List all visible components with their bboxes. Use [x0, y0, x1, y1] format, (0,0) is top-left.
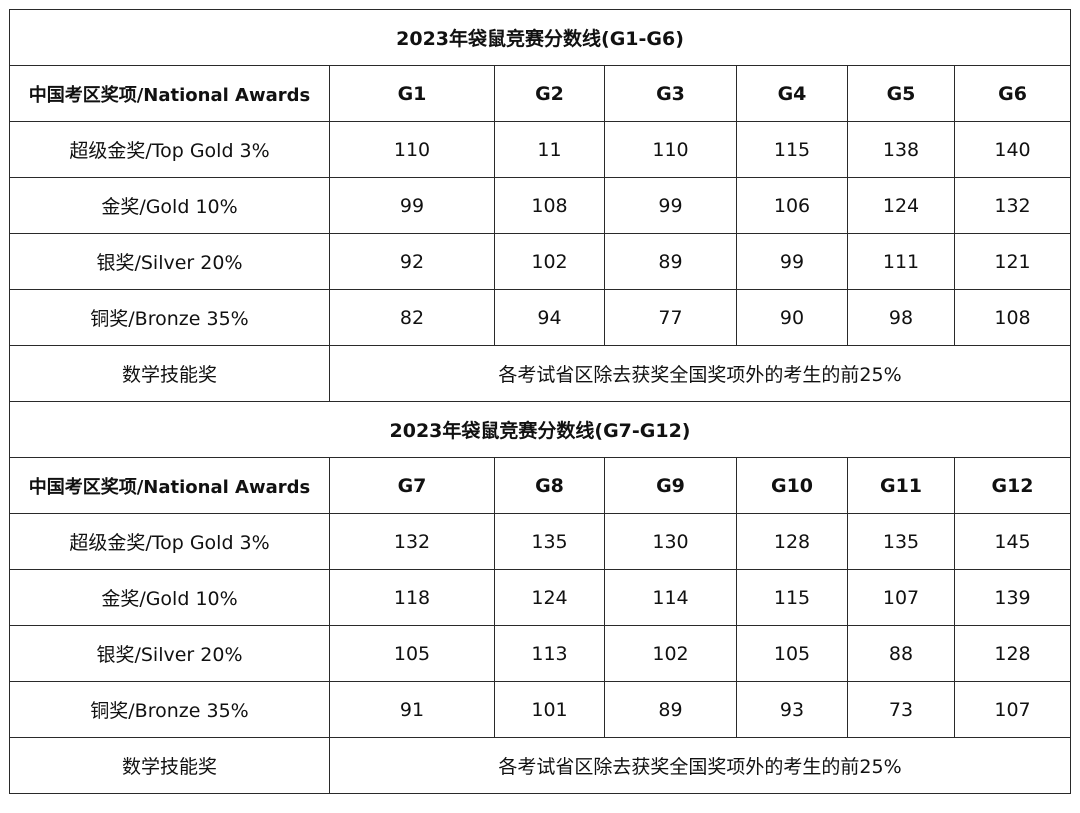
score-cell: 102 [494, 233, 605, 290]
score-cell: 108 [953, 289, 1072, 346]
score-cell: 93 [736, 681, 848, 738]
score-cell: 98 [847, 289, 955, 346]
score-cell: 114 [604, 569, 737, 626]
grade-header: G9 [604, 457, 737, 514]
award-name: 铜奖/Bronze 35% [9, 681, 330, 738]
table-row: 银奖/Silver 20% 92 102 89 99 111 121 [9, 233, 1072, 290]
score-cell: 118 [329, 569, 495, 626]
score-cell: 145 [953, 513, 1072, 570]
score-cell: 94 [494, 289, 605, 346]
table-row: 金奖/Gold 10% 99 108 99 106 124 132 [9, 177, 1072, 234]
award-name: 超级金奖/Top Gold 3% [9, 121, 330, 178]
table-row: 银奖/Silver 20% 105 113 102 105 88 128 [9, 625, 1072, 682]
skill-award-description: 各考试省区除去获奖全国奖项外的考生的前25% [328, 737, 1072, 794]
table-row: 超级金奖/Top Gold 3% 132 135 130 128 135 145 [9, 513, 1072, 570]
score-cell: 140 [953, 121, 1072, 178]
grade-header: G2 [494, 65, 605, 122]
score-cell: 124 [494, 569, 605, 626]
score-cell: 89 [604, 233, 737, 290]
table-row: 铜奖/Bronze 35% 82 94 77 90 98 108 [9, 289, 1072, 346]
skill-award-row: 数学技能奖 各考试省区除去获奖全国奖项外的考生的前25% [9, 345, 1072, 402]
table-row: 金奖/Gold 10% 118 124 114 115 107 139 [9, 569, 1072, 626]
score-cell: 91 [329, 681, 495, 738]
score-cell: 130 [604, 513, 737, 570]
score-cell: 132 [329, 513, 495, 570]
skill-award-label: 数学技能奖 [9, 737, 330, 794]
score-cell: 107 [953, 681, 1072, 738]
award-name: 银奖/Silver 20% [9, 233, 330, 290]
score-cell: 124 [847, 177, 955, 234]
header-award-label: 中国考区奖项/National Awards [9, 65, 330, 122]
grade-header: G1 [329, 65, 495, 122]
score-cell: 108 [494, 177, 605, 234]
score-cell: 110 [329, 121, 495, 178]
score-cell: 89 [604, 681, 737, 738]
score-cell: 105 [329, 625, 495, 682]
score-cell: 111 [847, 233, 955, 290]
score-cell: 73 [847, 681, 955, 738]
score-cell: 92 [329, 233, 495, 290]
grade-header: G3 [604, 65, 737, 122]
score-cell: 121 [953, 233, 1072, 290]
score-cell: 102 [604, 625, 737, 682]
skill-award-label: 数学技能奖 [9, 345, 330, 402]
score-cell: 88 [847, 625, 955, 682]
score-cell: 115 [736, 569, 848, 626]
score-cell: 132 [953, 177, 1072, 234]
section-title: 2023年袋鼠竞赛分数线(G1-G6) [8, 9, 1072, 66]
score-cell: 138 [847, 121, 955, 178]
score-cell: 139 [953, 569, 1072, 626]
score-cell: 135 [847, 513, 955, 570]
score-table: 2023年袋鼠竞赛分数线(G1-G6) 中国考区奖项/National Awar… [8, 9, 1072, 794]
score-cell: 90 [736, 289, 848, 346]
score-cell: 115 [736, 121, 848, 178]
award-name: 银奖/Silver 20% [9, 625, 330, 682]
score-cell: 99 [736, 233, 848, 290]
table-row: 铜奖/Bronze 35% 91 101 89 93 73 107 [9, 681, 1072, 738]
score-cell: 101 [494, 681, 605, 738]
award-name: 金奖/Gold 10% [9, 177, 330, 234]
skill-award-row: 数学技能奖 各考试省区除去获奖全国奖项外的考生的前25% [9, 737, 1072, 794]
grade-header: G5 [847, 65, 955, 122]
header-row: 中国考区奖项/National Awards G7 G8 G9 G10 G11 … [9, 457, 1072, 514]
award-name: 金奖/Gold 10% [9, 569, 330, 626]
section-title-row: 2023年袋鼠竞赛分数线(G1-G6) [8, 9, 1072, 66]
header-award-label: 中国考区奖项/National Awards [9, 457, 330, 514]
score-cell: 99 [329, 177, 495, 234]
score-cell: 110 [604, 121, 737, 178]
section-title-row: 2023年袋鼠竞赛分数线(G7-G12) [8, 401, 1072, 458]
table-row: 超级金奖/Top Gold 3% 110 11 110 115 138 140 [9, 121, 1072, 178]
score-cell: 99 [604, 177, 737, 234]
award-name: 铜奖/Bronze 35% [9, 289, 330, 346]
header-row: 中国考区奖项/National Awards G1 G2 G3 G4 G5 G6 [9, 65, 1072, 122]
grade-header: G8 [494, 457, 605, 514]
score-cell: 107 [847, 569, 955, 626]
score-cell: 11 [494, 121, 605, 178]
score-cell: 135 [494, 513, 605, 570]
grade-header: G12 [953, 457, 1072, 514]
section-title: 2023年袋鼠竞赛分数线(G7-G12) [8, 401, 1072, 458]
grade-header: G11 [847, 457, 955, 514]
skill-award-description: 各考试省区除去获奖全国奖项外的考生的前25% [328, 345, 1072, 402]
grade-header: G10 [736, 457, 848, 514]
score-cell: 128 [953, 625, 1072, 682]
grade-header: G6 [953, 65, 1072, 122]
score-cell: 106 [736, 177, 848, 234]
grade-header: G7 [329, 457, 495, 514]
grade-header: G4 [736, 65, 848, 122]
score-cell: 77 [604, 289, 737, 346]
score-cell: 82 [329, 289, 495, 346]
score-cell: 128 [736, 513, 848, 570]
score-cell: 113 [494, 625, 605, 682]
award-name: 超级金奖/Top Gold 3% [9, 513, 330, 570]
score-cell: 105 [736, 625, 848, 682]
